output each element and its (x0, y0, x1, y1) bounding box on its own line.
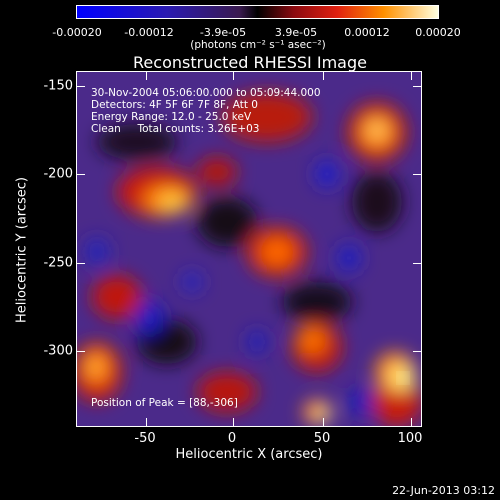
info-time-range: 30-Nov-2004 05:06:00.000 to 05:09:44.000 (91, 87, 321, 99)
image-plot: 30-Nov-2004 05:06:00.000 to 05:09:44.000… (76, 71, 422, 427)
y-axis-label: Heliocentric Y (arcsec) (14, 177, 30, 323)
y-tick-label: -150 (43, 78, 73, 94)
peak-position: Position of Peak = [88,-306] (91, 397, 238, 409)
x-axis-label: Heliocentric X (arcsec) (175, 447, 323, 462)
colorbar-gradient (77, 6, 438, 18)
colorbar-tick-label: -0.00012 (124, 26, 174, 39)
colorbar-tick-label: 0.00020 (415, 26, 461, 39)
info-energy-range: Energy Range: 12.0 - 25.0 keV (91, 111, 252, 123)
info-total-counts: Clean Total counts: 3.26E+03 (91, 123, 260, 135)
x-tick-label: 50 (313, 431, 331, 446)
y-tick-label: -300 (43, 343, 73, 359)
timestamp: 22-Jun-2013 03:12 (392, 484, 495, 497)
x-tick-label: 100 (397, 431, 423, 446)
y-tick-label: -250 (43, 255, 73, 271)
colorbar-tick-label: -0.00020 (52, 26, 102, 39)
y-tick-label: -200 (43, 166, 73, 182)
colorbar (76, 5, 439, 19)
plot-title: Reconstructed RHESSI Image (133, 53, 367, 72)
colorbar-tick-label: 3.9e-05 (274, 26, 318, 39)
x-tick-label: -50 (134, 431, 156, 446)
colorbar-unit: (photons cm⁻² s⁻¹ asec⁻²) (190, 39, 326, 51)
x-tick-label: 0 (227, 431, 237, 446)
rhessi-image (77, 72, 421, 426)
info-detectors: Detectors: 4F 5F 6F 7F 8F, Att 0 (91, 99, 258, 111)
colorbar-tick-label: -3.9e-05 (199, 26, 247, 39)
colorbar-tick-label: 0.00012 (344, 26, 390, 39)
